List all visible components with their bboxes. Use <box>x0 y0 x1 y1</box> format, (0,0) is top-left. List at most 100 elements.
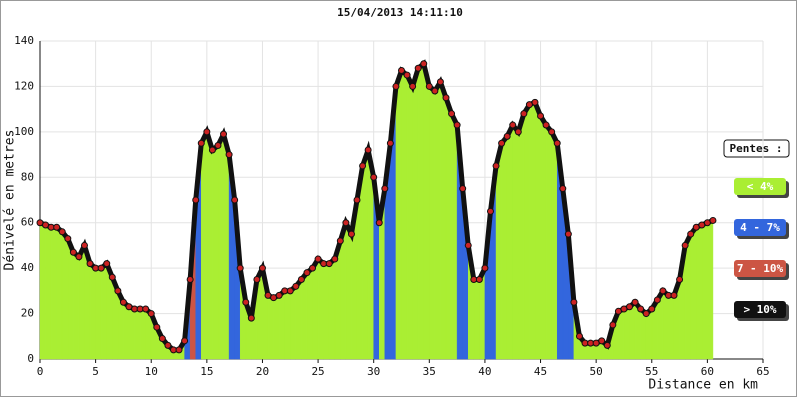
profile-point <box>147 310 155 318</box>
profile-point <box>626 303 634 311</box>
slope-segment <box>506 124 513 360</box>
profile-point <box>175 346 183 354</box>
legend-title-box <box>723 139 790 158</box>
profile-point <box>631 298 639 306</box>
x-tick-label: 60 <box>701 365 714 378</box>
y-axis-label: Dénivelé en metres <box>3 130 18 271</box>
slope-segment <box>123 301 130 360</box>
profile-point <box>197 139 205 147</box>
profile-point <box>509 121 517 129</box>
profile-point <box>375 219 383 227</box>
slope-segment <box>95 267 102 360</box>
y-tick-label: 0 <box>27 352 34 365</box>
slope-segment <box>551 131 558 360</box>
profile-point <box>242 298 250 306</box>
y-tick-label: 40 <box>21 261 34 274</box>
profile-point <box>75 253 83 261</box>
profile-point <box>247 314 255 322</box>
x-tick-label: 30 <box>367 365 380 378</box>
slope-segment <box>206 131 213 360</box>
profile-point <box>670 291 678 299</box>
profile-point <box>164 341 172 349</box>
profile-point <box>158 335 166 343</box>
legend-label: > 10% <box>743 303 776 316</box>
profile-point <box>559 185 567 193</box>
slope-segment <box>212 144 219 360</box>
slope-segment <box>545 124 552 360</box>
x-tick-label: 0 <box>37 365 44 378</box>
slope-segment <box>312 258 319 360</box>
profile-point <box>347 230 355 238</box>
slope-segment <box>278 290 285 360</box>
profile-point <box>186 276 194 283</box>
legend-label: < 4% <box>747 180 774 193</box>
profile-point <box>659 287 667 295</box>
profile-point <box>381 185 389 193</box>
profile-point <box>142 305 150 313</box>
profile-point <box>286 287 294 295</box>
profile-point <box>275 291 283 299</box>
slope-segment <box>362 149 369 360</box>
profile-point <box>314 255 322 263</box>
profile-point <box>392 82 400 90</box>
slope-segment <box>662 290 669 360</box>
profile-point <box>598 337 606 345</box>
profile-point <box>353 196 361 204</box>
slope-segment <box>89 263 96 360</box>
profile-point <box>520 110 528 118</box>
slope-segment <box>451 113 458 360</box>
profile-point <box>498 139 506 147</box>
slope-segment <box>501 135 508 360</box>
profile-point <box>297 276 305 283</box>
y-tick-label: 80 <box>21 170 34 183</box>
profile-point <box>464 241 472 249</box>
slope-segment <box>618 308 625 360</box>
slope-segment <box>529 101 536 360</box>
slope-segment <box>518 113 525 360</box>
slope-segment <box>78 245 85 360</box>
profile-point <box>342 219 350 227</box>
slope-segment <box>128 306 135 360</box>
profile-point <box>325 260 333 268</box>
slope-segment <box>306 267 313 360</box>
profile-point <box>459 185 467 193</box>
slope-segment <box>201 131 208 360</box>
slope-segment <box>512 124 519 360</box>
y-tick-label: 100 <box>14 125 34 138</box>
slope-segment <box>73 251 80 360</box>
profile-point <box>192 196 200 204</box>
profile-point <box>398 67 405 75</box>
profile-point <box>253 276 261 283</box>
profile-point <box>603 341 611 349</box>
profile-point <box>303 269 311 277</box>
slope-segment <box>406 74 413 360</box>
profile-point <box>687 230 695 238</box>
y-tick-label: 20 <box>21 307 34 320</box>
slope-segment <box>45 224 52 360</box>
profile-point <box>486 207 494 215</box>
slope-segment <box>690 226 697 360</box>
profile-point <box>114 287 122 295</box>
x-tick-label: 20 <box>256 365 269 378</box>
slope-segment <box>668 295 675 360</box>
x-tick-label: 50 <box>590 365 603 378</box>
profile-point <box>570 298 578 306</box>
profile-point <box>58 228 66 236</box>
slope-segment <box>267 295 274 360</box>
profile-point <box>609 321 617 329</box>
slope-segment <box>629 301 636 360</box>
slope-segment <box>134 308 141 360</box>
profile-point <box>531 98 539 106</box>
profile-point <box>676 276 684 283</box>
slope-segment <box>445 97 452 360</box>
slope-segment <box>473 279 480 360</box>
profile-point <box>203 128 211 136</box>
profile-point <box>181 337 189 345</box>
chart-title: 15/04/2013 14:11:10 <box>337 6 463 19</box>
slope-segment <box>423 63 430 360</box>
profile-point <box>220 130 228 138</box>
profile-point <box>436 78 444 86</box>
slope-segment <box>67 238 74 360</box>
x-axis-label: Distance en km <box>648 378 758 393</box>
